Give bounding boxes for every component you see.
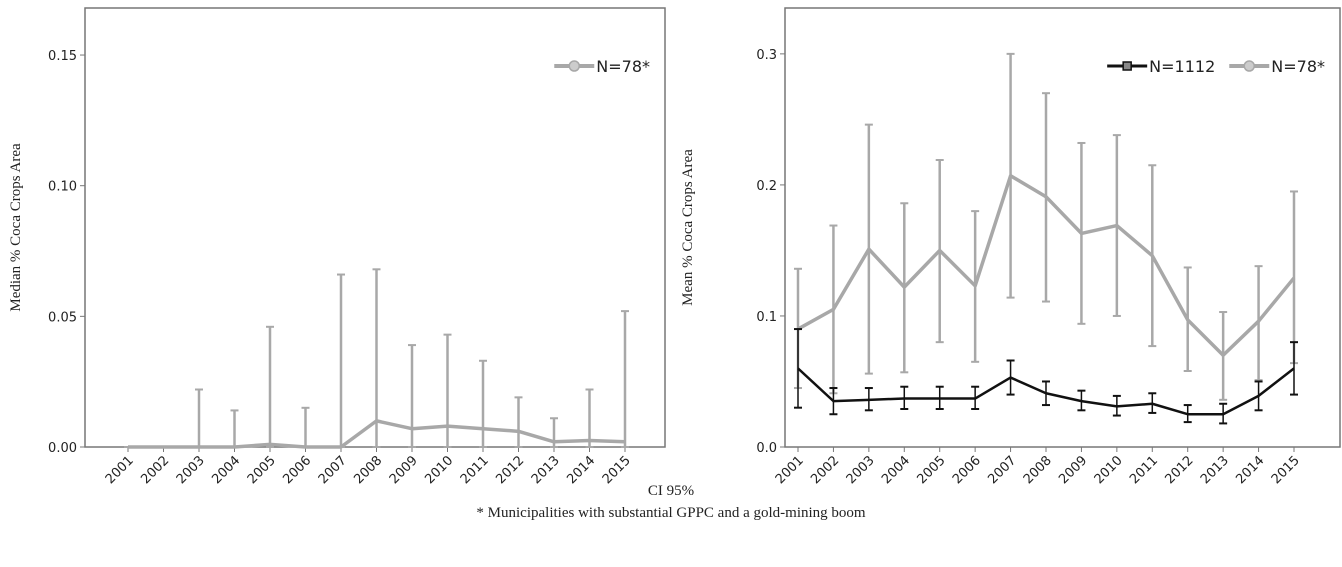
y-tick-label: 0.0 [756,441,777,456]
x-tick-label: 2007 [316,453,350,487]
legend-label: N=78* [596,57,650,76]
y-tick-label: 0.15 [48,49,77,64]
x-tick-label: 2008 [1021,453,1055,487]
x-tick-label: 2015 [600,453,634,487]
legend-marker [568,60,581,72]
y-tick-label: 0.10 [48,180,77,195]
x-tick-label: 2009 [387,453,421,487]
error-bar [372,268,381,448]
error-bar [794,328,802,409]
error-bar [195,388,203,448]
x-tick-label: 2004 [209,453,243,487]
x-tick-label: 2007 [985,453,1019,487]
series-line [797,173,1296,358]
footer-note: * Municipalities with substantial GPPC a… [476,505,865,521]
y-tick-label: 0.2 [756,179,777,194]
plot-frame [84,7,666,448]
series-line [128,419,626,449]
error-bar [621,310,629,448]
x-tick-label: 2006 [950,453,984,487]
y-tick-label: 0.1 [756,310,777,325]
x-tick-label: 2002 [138,453,172,487]
footer-ci: CI 95% [648,483,694,499]
y-tick-label: 0.05 [48,310,77,325]
error-bar [301,406,310,448]
x-tick-label: 2003 [174,453,208,487]
x-tick-label: 2012 [493,453,527,487]
error-bar [514,396,523,448]
legend-label: N=78* [1271,57,1325,76]
error-bar [443,333,452,448]
x-tick-label: 2005 [915,453,949,487]
x-tick-label: 2009 [1056,453,1090,487]
x-tick-label: 2004 [879,453,913,487]
x-tick-label: 2001 [773,453,807,487]
plot-frame [784,7,1341,448]
error-bar [585,388,594,448]
x-tick-label: 2013 [529,453,563,487]
x-tick-label: 2010 [422,453,456,487]
x-tick-label: 2014 [564,453,598,487]
x-tick-label: 2003 [844,453,878,487]
x-tick-label: 2006 [280,453,314,487]
legend-marker [1122,61,1132,71]
error-bar [230,409,239,448]
x-tick-label: 2012 [1163,453,1197,487]
x-tick-label: 2010 [1092,453,1126,487]
error-bar [479,359,487,448]
y-tick-label: 0.3 [756,48,777,63]
y-tick-label: 0.00 [48,441,77,456]
error-bar [408,344,416,448]
x-tick-label: 2015 [1269,453,1303,487]
x-tick-label: 2014 [1233,453,1267,487]
error-bar [266,325,274,448]
y-axis-title: Median % Coca Crops Area [8,143,24,312]
x-tick-label: 2008 [351,453,385,487]
series-line [797,367,1295,416]
error-bar [337,273,345,448]
x-tick-label: 2011 [458,453,492,487]
x-tick-label: 2011 [1127,453,1161,487]
y-axis-title: Mean % Coca Crops Area [680,149,696,306]
error-bar [1290,190,1298,365]
x-tick-label: 2005 [245,453,279,487]
legend-label: N=1112 [1149,57,1215,76]
legend-marker [1243,60,1256,72]
x-tick-label: 2013 [1198,453,1232,487]
x-tick-label: 2001 [103,453,137,487]
x-tick-label: 2002 [808,453,842,487]
